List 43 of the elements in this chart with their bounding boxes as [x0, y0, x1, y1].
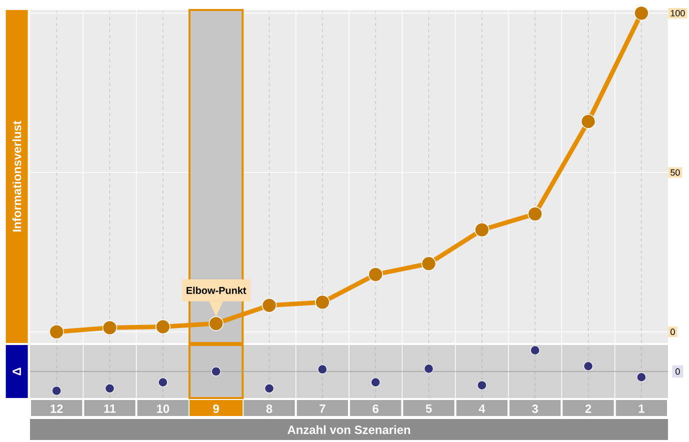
point [49, 324, 64, 340]
point [262, 298, 277, 313]
point [264, 384, 274, 394]
y-axis-title: Informationsverlust [12, 120, 22, 232]
y-tick-label: 0 [670, 328, 675, 336]
x-tick-label: 7 [320, 404, 326, 413]
point [528, 206, 542, 222]
point [421, 256, 436, 272]
x-tick-label: 8 [266, 404, 272, 413]
x-tick-label: 11 [104, 404, 116, 413]
x-tick-label: 9 [213, 404, 219, 413]
point [104, 384, 115, 394]
point [315, 294, 330, 310]
point [474, 222, 490, 238]
point [370, 377, 380, 388]
point [634, 6, 649, 21]
annotation: Elbow-Punkt [186, 286, 246, 294]
x-tick-label: 5 [426, 404, 432, 413]
point [208, 316, 224, 331]
x-tick-label: 2 [585, 404, 592, 413]
x-axis-title: Anzahl von Szenarien [288, 425, 410, 434]
y-axis-title: Δ [12, 368, 21, 376]
x-tick-label: 4 [478, 404, 486, 413]
point [318, 364, 328, 374]
x-tick-label: 12 [50, 404, 63, 413]
point [158, 377, 168, 388]
point [477, 380, 487, 390]
x-tick-label: 3 [532, 404, 538, 413]
x-tick-label: 10 [157, 404, 170, 413]
point [156, 319, 170, 334]
x-tick-label: 6 [372, 404, 378, 413]
point [52, 386, 62, 396]
point [583, 361, 594, 371]
point [102, 320, 118, 336]
point [580, 114, 596, 129]
x-tick-label: 1 [638, 404, 644, 413]
point [636, 372, 646, 382]
point [368, 267, 383, 282]
point [530, 345, 540, 356]
y-tick-label: 100 [670, 10, 685, 16]
point [211, 366, 221, 376]
point [424, 364, 434, 374]
y-tick-label: 50 [670, 169, 680, 176]
